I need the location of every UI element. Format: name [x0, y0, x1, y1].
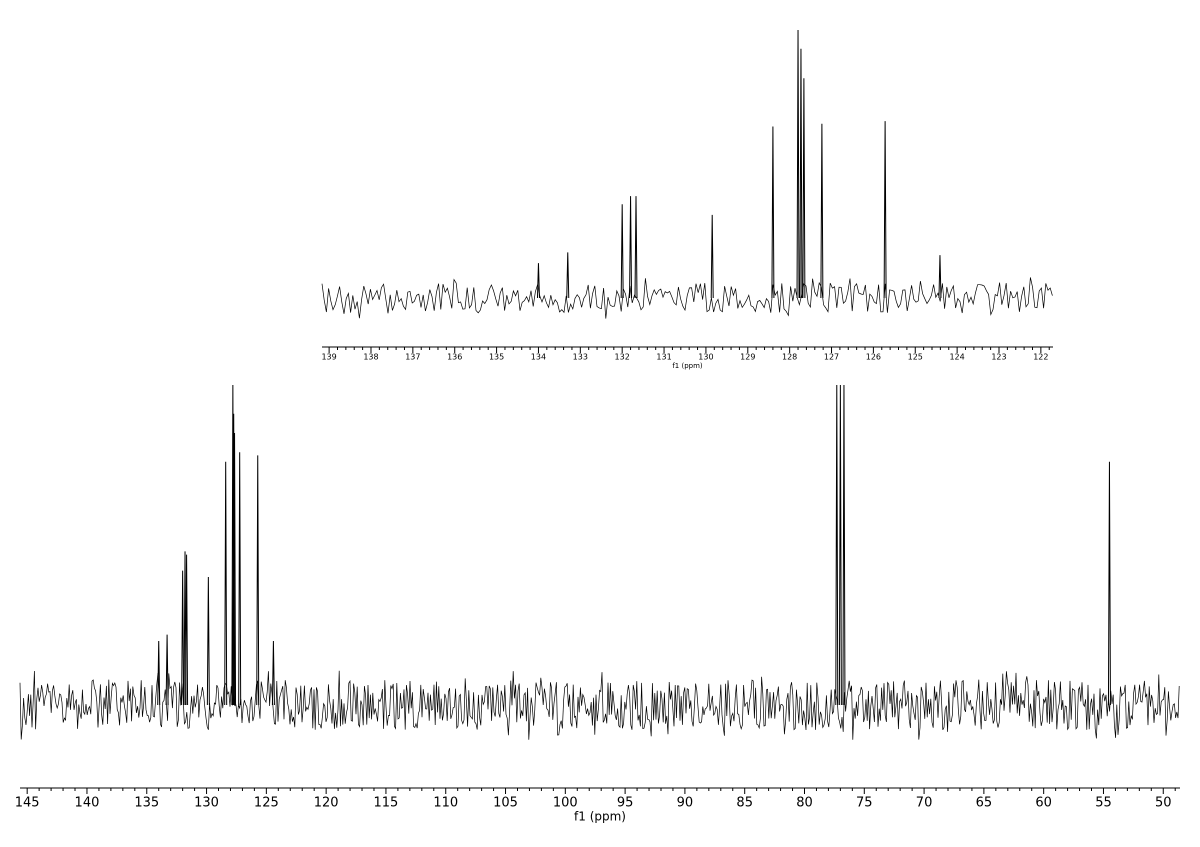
- peak: [224, 461, 228, 706]
- x-tick-label: 132: [615, 353, 630, 362]
- peak: [1107, 461, 1111, 706]
- x-tick-label: 90: [677, 796, 694, 811]
- x-tick-label: 134: [531, 353, 546, 362]
- peak: [820, 123, 824, 299]
- x-tick-label: 110: [433, 796, 458, 811]
- x-tick-label: 135: [489, 353, 504, 362]
- x-tick-label: 120: [314, 796, 339, 811]
- x-tick-label: 80: [796, 796, 813, 811]
- peak: [233, 432, 237, 706]
- x-tick-label: 125: [908, 353, 923, 362]
- peak: [181, 570, 185, 706]
- peak: [838, 384, 842, 706]
- x-tick-label: 65: [976, 796, 993, 811]
- peak: [256, 455, 260, 706]
- x-tick-label: 130: [698, 353, 713, 362]
- peak: [634, 196, 638, 299]
- peak: [157, 640, 161, 706]
- peak: [802, 78, 806, 299]
- x-tick-label: 105: [493, 796, 518, 811]
- peak: [620, 204, 624, 299]
- x-tick-label: 137: [405, 353, 420, 362]
- x-tick-label: 85: [736, 796, 753, 811]
- x-tick-label: 128: [782, 353, 797, 362]
- x-tick-label: 126: [866, 353, 881, 362]
- peak: [271, 640, 275, 706]
- x-tick-label: 122: [1033, 353, 1048, 362]
- x-axis-label: f1 (ppm): [574, 810, 626, 824]
- x-tick-label: 123: [991, 353, 1006, 362]
- x-tick-label: 130: [194, 796, 219, 811]
- peak: [238, 452, 242, 706]
- peak: [796, 29, 800, 299]
- peak: [799, 48, 803, 299]
- x-tick-label: 75: [856, 796, 873, 811]
- x-tick-label: 145: [15, 796, 40, 811]
- peak: [566, 252, 570, 299]
- x-tick-label: 140: [75, 796, 100, 811]
- x-tick-label: 127: [824, 353, 839, 362]
- x-tick-label: 124: [949, 353, 964, 362]
- peak: [536, 263, 540, 299]
- x-axis-label: f1 (ppm): [672, 362, 703, 370]
- peak: [883, 121, 887, 299]
- peak: [710, 214, 714, 299]
- baseline-noise: [321, 277, 1053, 319]
- x-tick-label: 138: [363, 353, 378, 362]
- peak: [629, 196, 633, 299]
- x-tick-label: 115: [374, 796, 399, 811]
- x-tick-label: 60: [1035, 796, 1052, 811]
- x-tick-label: 133: [573, 353, 588, 362]
- x-tick-label: 95: [617, 796, 634, 811]
- x-tick-label: 125: [254, 796, 279, 811]
- peak: [771, 126, 775, 299]
- x-tick-label: 100: [553, 796, 578, 811]
- x-tick-label: 139: [321, 353, 336, 362]
- peak: [835, 384, 839, 706]
- x-tick-label: 136: [447, 353, 462, 362]
- peak: [165, 634, 169, 706]
- x-tick-label: 50: [1155, 796, 1172, 811]
- x-tick-label: 135: [134, 796, 159, 811]
- peak: [938, 255, 942, 299]
- peak: [206, 576, 210, 706]
- peak: [185, 554, 189, 706]
- baseline-noise: [19, 670, 1180, 740]
- peak: [842, 384, 846, 706]
- x-tick-label: 70: [916, 796, 933, 811]
- x-tick-label: 131: [656, 353, 671, 362]
- x-tick-label: 55: [1095, 796, 1112, 811]
- x-tick-label: 129: [740, 353, 755, 362]
